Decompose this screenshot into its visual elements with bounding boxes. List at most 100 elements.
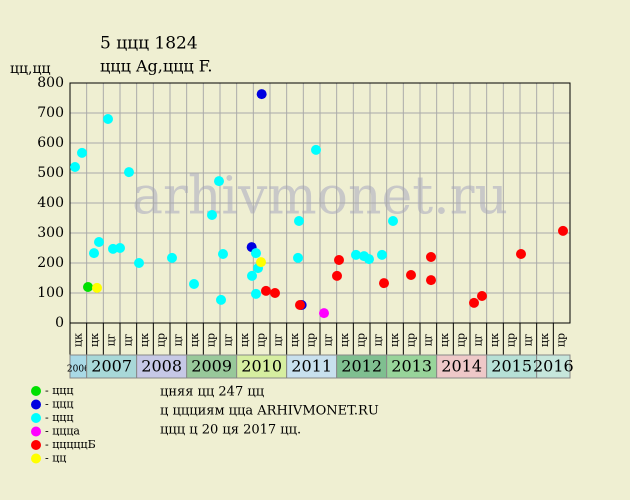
point (83, 282, 93, 292)
year-label: 2016 (533, 357, 574, 376)
column-label: цг (421, 333, 434, 346)
year-label: 2007 (91, 357, 132, 376)
point (351, 249, 361, 260)
point (134, 258, 144, 268)
point (256, 89, 267, 100)
chart-subtitle: ццц Ag,ццц F. (100, 57, 212, 76)
point (516, 249, 526, 259)
column-label: цг (171, 333, 184, 346)
point (89, 248, 99, 259)
point (256, 257, 266, 268)
legend-label: - ццц (45, 384, 73, 397)
year-label: 2015 (491, 357, 532, 376)
year-band (536, 354, 571, 379)
year-label: 2012 (341, 357, 382, 376)
point (247, 270, 257, 281)
point (295, 300, 305, 310)
column-label: цг (221, 333, 234, 346)
column-label: цр (505, 333, 518, 347)
point (207, 210, 217, 220)
point (270, 288, 280, 298)
legend-label: - цццццБ (45, 438, 96, 451)
point (379, 278, 389, 289)
column-label: цк (238, 333, 251, 347)
column-label: цг (321, 333, 334, 346)
legend-label: - ццц (45, 398, 73, 411)
column-label: цр (555, 333, 568, 347)
column-label: цр (305, 333, 318, 347)
y-tick-label: 300 (37, 225, 64, 241)
point (426, 252, 436, 262)
y-tick-label: 400 (37, 195, 64, 211)
column-label: цг (271, 333, 284, 346)
column-label: цр (205, 333, 218, 347)
column-label: цк (438, 333, 451, 347)
column-label: цг (521, 333, 534, 346)
column-label: цк (188, 333, 201, 347)
point (167, 252, 177, 263)
point (558, 225, 568, 236)
point (294, 216, 304, 226)
point (261, 285, 271, 296)
y-tick-label: 500 (37, 165, 64, 181)
point (469, 297, 479, 308)
legend-marker (31, 453, 41, 464)
point (251, 288, 261, 299)
legend-marker (31, 386, 41, 396)
year-label: 2008 (141, 357, 182, 376)
point (388, 216, 398, 226)
plot-border (69, 82, 571, 324)
legend-label: - ццца (45, 425, 80, 438)
y-axis-label: цц,цц (10, 61, 50, 77)
point (364, 254, 374, 265)
y-tick-label: 200 (37, 255, 64, 271)
point (426, 275, 436, 286)
note: цняя цц 247 цц (160, 385, 264, 400)
point (70, 162, 80, 172)
column-label: цр (455, 333, 468, 347)
point (377, 249, 387, 260)
note: ццц ц 20 ця 2017 цц. (160, 423, 301, 438)
column-label: цк (388, 333, 401, 347)
column-label: цр (155, 333, 168, 347)
column-label: цк (88, 333, 101, 347)
point (115, 243, 125, 253)
point (189, 279, 199, 289)
column-label: цг (371, 333, 384, 346)
legend-marker (31, 440, 41, 450)
point (251, 248, 261, 259)
point (124, 167, 134, 178)
column-label: цк (488, 333, 501, 347)
column-label: цк (288, 333, 301, 347)
point (218, 249, 228, 259)
point (332, 270, 342, 281)
legend-marker (31, 399, 41, 410)
note: ц ццциям цца ARHIVMONET.RU (160, 404, 379, 419)
legend-label: - цц (45, 452, 66, 465)
year-label: 2006 (67, 365, 90, 375)
point (334, 255, 344, 265)
column-label: цг (121, 333, 134, 346)
column-label: цк (71, 333, 84, 347)
column-label: цг (105, 333, 118, 346)
chart-title: 5 ццц 1824 (100, 34, 198, 54)
point (311, 144, 321, 155)
point (103, 114, 113, 124)
y-tick-label: 600 (37, 135, 64, 151)
y-tick-label: 700 (37, 105, 64, 121)
column-label: цк (538, 333, 551, 347)
y-tick-label: 800 (37, 75, 64, 91)
column-label: цг (471, 333, 484, 346)
year-label: 2010 (241, 357, 282, 376)
point (214, 176, 224, 187)
year-label: 2013 (391, 357, 432, 376)
year-label: 2011 (291, 357, 332, 376)
point (406, 270, 416, 280)
legend-label: - ццц (45, 411, 73, 424)
year-label: 2014 (441, 357, 482, 376)
column-label: цк (338, 333, 351, 347)
legend-marker (31, 413, 41, 423)
legend-marker (31, 426, 41, 437)
point (477, 291, 487, 301)
